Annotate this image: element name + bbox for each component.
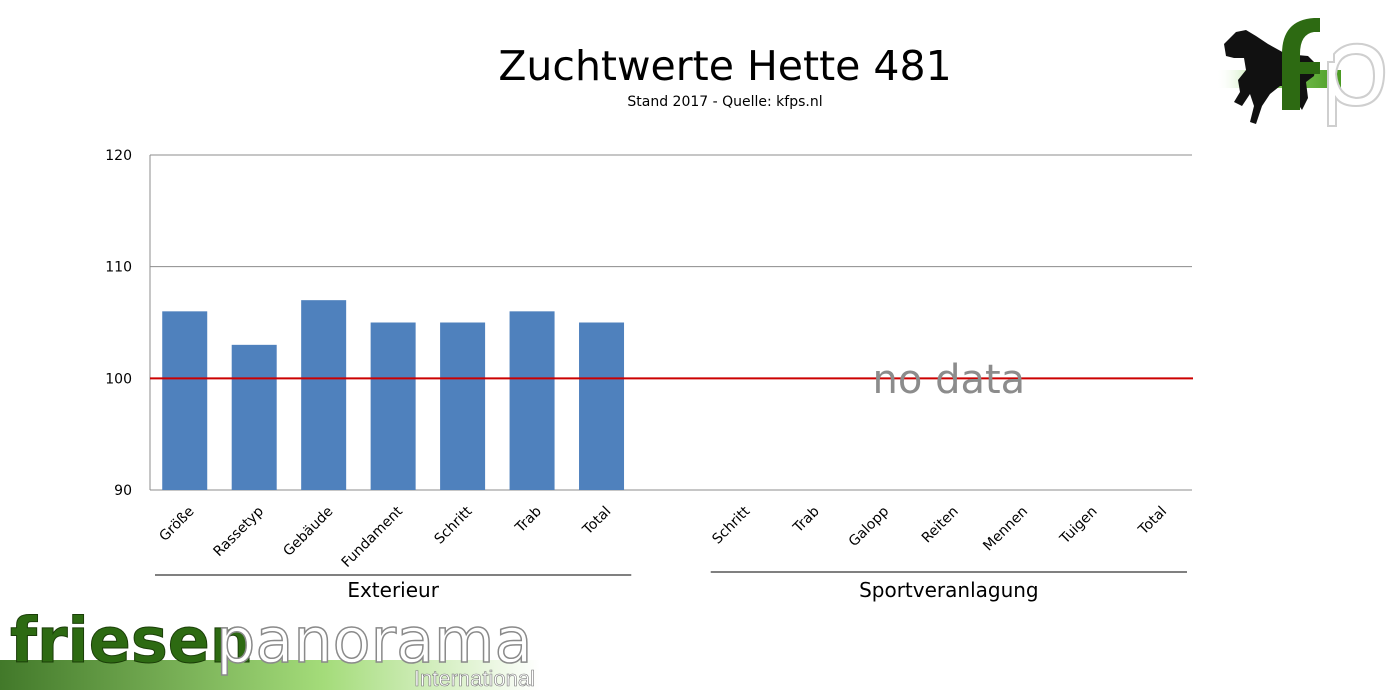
bar (509, 311, 555, 490)
bar (370, 322, 416, 490)
x-tick-label: Mennen (980, 504, 1031, 555)
bar (231, 344, 277, 490)
x-tick-label: Schritt (709, 503, 753, 547)
chart-subtitle: Stand 2017 - Quelle: kfps.nl (627, 94, 823, 110)
horse-silhouette-icon (1224, 30, 1316, 124)
x-tick-label: Reiten (919, 504, 962, 547)
letter-f-icon (1282, 18, 1320, 110)
bar (162, 311, 208, 490)
logo-text-panorama: panorama (216, 604, 532, 677)
x-tick-label: Fundament (339, 503, 407, 571)
x-tick-label: Rassetyp (211, 503, 268, 560)
bar (301, 300, 347, 490)
x-tick-label: Total (1135, 504, 1170, 539)
friesenpanorama-logo: friesen panorama International (0, 603, 540, 691)
x-tick-label: Größe (156, 504, 197, 545)
letter-p-icon (1327, 42, 1386, 127)
bar (579, 322, 625, 490)
logo-text-friesen: friesen (10, 604, 254, 677)
bar (440, 322, 486, 490)
x-tick-label: Gebäude (280, 504, 336, 560)
y-tick-label: 120 (105, 148, 132, 164)
no-data-label: no data (873, 357, 1026, 403)
x-tick-label: Tuigen (1056, 504, 1100, 548)
x-tick-label: Schritt (432, 503, 476, 547)
chart-title: Zuchtwerte Hette 481 (498, 42, 952, 90)
x-tick-label: Trab (790, 503, 823, 536)
x-tick-label: Total (579, 504, 614, 539)
y-tick-label: 110 (105, 260, 132, 276)
y-tick-label: 100 (105, 371, 132, 387)
group-label: Exterieur (347, 578, 439, 602)
logo-text-international: International (414, 666, 535, 691)
x-tick-label: Galopp (846, 503, 893, 550)
y-tick-label: 90 (114, 483, 132, 499)
group-label: Sportveranlagung (859, 578, 1039, 602)
fp-logo (1216, 18, 1386, 127)
x-tick-label: Trab (512, 503, 545, 536)
bar-layer (150, 300, 1193, 490)
